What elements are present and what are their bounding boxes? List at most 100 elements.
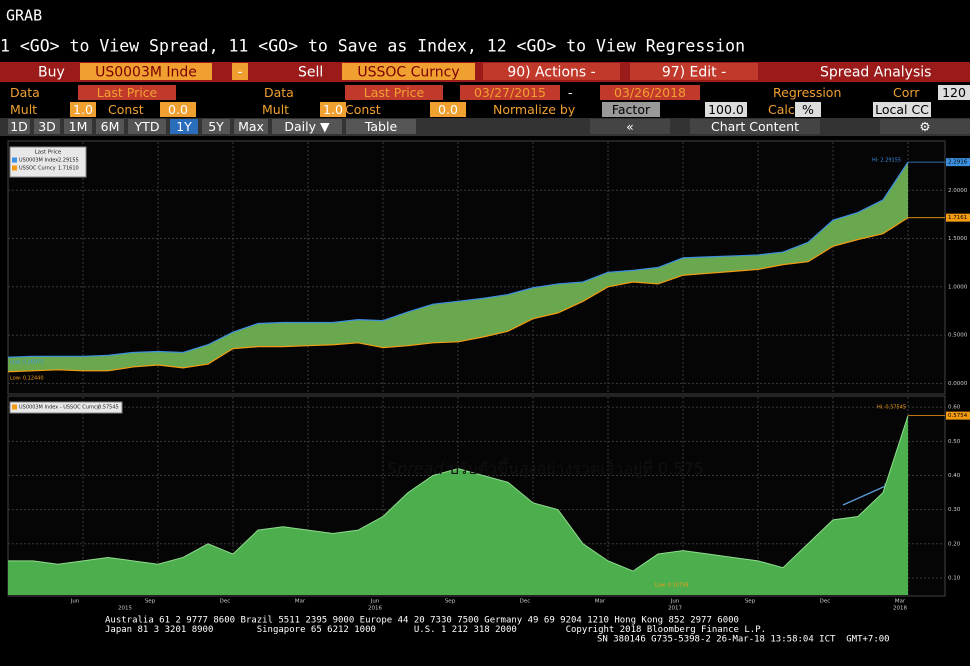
toolbar-item: 97) Edit - <box>662 65 726 81</box>
annotation: Low: 0.10758 <box>655 583 689 589</box>
field-box <box>128 119 166 134</box>
legend-name: USSOC Curncy <box>19 166 56 172</box>
tab: ⚙ <box>919 119 930 134</box>
callout-text: ปรับตัวขึ้นสูงอย่างรวดเร็วอยู่ที่ 0.575 <box>444 457 704 479</box>
field-box <box>96 119 124 134</box>
x-tick-label: Jun <box>370 599 380 605</box>
field-box <box>202 119 230 134</box>
y-tick-label: 0.20 <box>948 541 961 547</box>
field-box <box>795 102 821 117</box>
x-tick-label: Mar <box>295 599 306 605</box>
x-tick-label: Dec <box>220 599 231 605</box>
y-tick-label: 0.10 <box>948 575 961 581</box>
annotation: Hi: 2.29155 <box>872 158 901 164</box>
tab: 1Y <box>176 119 192 134</box>
annotation: Hi: 0.57545 <box>877 405 906 411</box>
legend-value: 2.29155 <box>58 158 79 164</box>
spread-line <box>8 415 909 572</box>
legend-box <box>9 401 123 414</box>
toolbar-item: Last Price <box>364 85 425 100</box>
callout-arrow <box>842 483 891 506</box>
toolbar-item: Last Price <box>97 85 158 100</box>
toolbar-item: 0.0 <box>168 102 188 117</box>
toolbar-item: Const <box>345 102 381 117</box>
tab: Chart Content <box>711 119 799 134</box>
field-box <box>602 102 660 117</box>
toolbar-item: Spread Analysis <box>820 65 931 81</box>
y-tick-label: 2.0000 <box>948 188 968 194</box>
toolbar-item: Data <box>264 85 294 100</box>
toolbar-item: Regression <box>773 85 841 100</box>
toolbar-item: - <box>237 65 242 81</box>
toolbar-item: 120 <box>942 85 966 100</box>
tab: 1M <box>69 119 88 134</box>
callout: Spread ปรับตัวขึ้นสูงอย่างรวดเร็วอยู่ที่… <box>387 457 704 479</box>
last-value-tag <box>946 411 970 420</box>
toolbar-item: - <box>568 85 573 100</box>
field-box <box>630 63 758 80</box>
legend-title: Last Price <box>35 150 62 156</box>
series-line <box>7 161 909 358</box>
y-tick-label: 0.60 <box>948 405 961 411</box>
y-tick-label: 0.30 <box>948 507 961 513</box>
last-value-tag <box>946 158 970 167</box>
x-tick-label: Dec <box>520 599 531 605</box>
y-tick-label: 1.5000 <box>948 236 968 242</box>
footer-line: Japan 81 3 3201 8900 Singapore 65 6212 1… <box>105 625 766 635</box>
field-box <box>78 85 176 100</box>
x-tick-label: Sep <box>745 599 756 605</box>
field-box <box>690 119 820 134</box>
legend-name: US0003M Index <box>19 158 58 164</box>
footer-line: Australia 61 2 9777 8600 Brazil 5511 239… <box>105 616 739 626</box>
toolbar-item: 03/26/2018 <box>614 85 686 100</box>
legend-name: US0003M Index - USSOC Curncy <box>19 405 100 411</box>
toolbar-item: Factor <box>612 102 651 117</box>
callout-italic: Spread <box>387 459 445 478</box>
y-tick-label: 0.40 <box>948 473 961 479</box>
toolbar-item: 90) Actions - <box>507 65 595 81</box>
toolbar-item: Mult <box>262 102 289 117</box>
toolbar-item: Buy <box>38 65 65 81</box>
toolbar-item: Mult <box>10 102 37 117</box>
field-box <box>80 63 212 80</box>
x-tick-label: Mar <box>595 599 606 605</box>
y-tick-label: 0.50 <box>948 439 961 445</box>
tab: Max <box>238 119 264 134</box>
toolbar-item: 1.0 <box>73 102 93 117</box>
toolbar-item: 0.0 <box>438 102 458 117</box>
field-box <box>460 85 560 100</box>
field-box <box>346 119 416 134</box>
toolbar-item: Data <box>10 85 40 100</box>
field-box <box>880 119 970 134</box>
field-box <box>345 85 443 100</box>
field-box <box>70 102 96 117</box>
toolbar-item: 03/27/2015 <box>474 85 546 100</box>
tab: 1D <box>10 119 28 134</box>
legend-box <box>9 146 87 178</box>
annotation: Low: 0.26975 <box>10 360 44 366</box>
last-value-label: 2.2916 <box>948 160 968 166</box>
toolbar-item: USSOC Curncy <box>357 65 459 81</box>
tab: YTD <box>134 119 160 134</box>
field-box <box>160 102 196 117</box>
y-tick-label: 1.0000 <box>948 284 968 290</box>
field-box <box>873 102 931 117</box>
series-line <box>7 217 909 373</box>
field-box <box>170 119 198 134</box>
year-label: 2015 <box>118 606 132 612</box>
x-tick-label: Dec <box>820 599 831 605</box>
field-box <box>320 102 346 117</box>
legend-swatch <box>12 404 17 410</box>
field-box <box>272 119 342 134</box>
legend-swatch <box>12 157 17 163</box>
legend-swatch <box>12 165 17 171</box>
field-box <box>8 119 30 134</box>
toolbar-item: 100.0 <box>708 102 744 117</box>
x-tick-label: Mar <box>895 599 906 605</box>
field-box <box>34 119 60 134</box>
y-tick-label: 0.0000 <box>948 381 968 387</box>
legend-value: 0.57545 <box>98 405 119 411</box>
tab: 3D <box>38 119 56 134</box>
footer-line: SN 380146 G735-5398-2 26-Mar-18 13:58:04… <box>597 635 890 645</box>
toolbar-item: Sell <box>298 65 323 81</box>
